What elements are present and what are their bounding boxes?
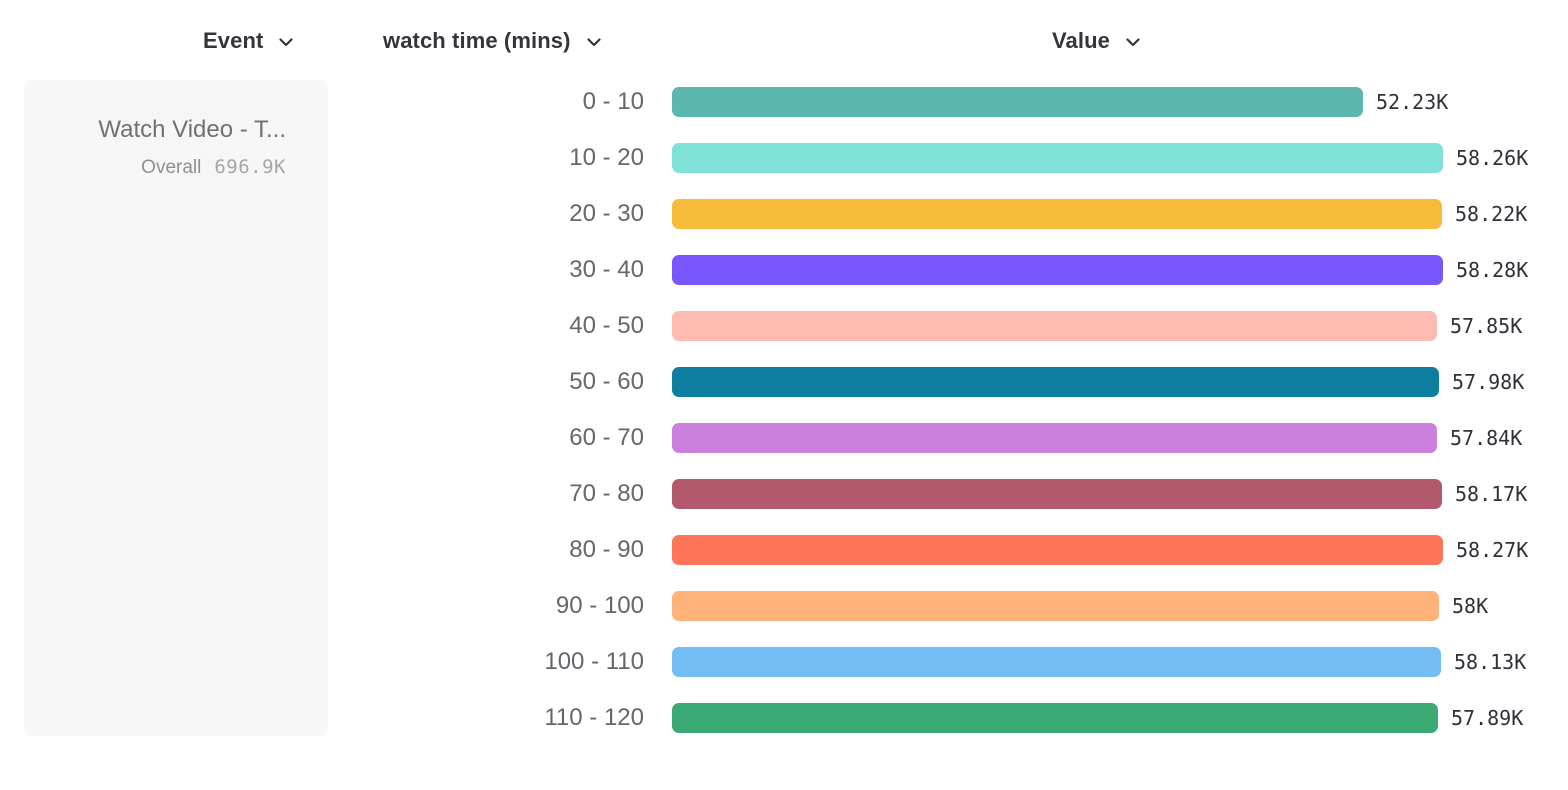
chart-row: 40 - 50 57.85K <box>0 298 1568 354</box>
bar[interactable] <box>672 87 1363 117</box>
bar[interactable] <box>672 703 1438 733</box>
value-label: 58.13K <box>1454 650 1527 674</box>
category-label: 0 - 10 <box>582 88 644 115</box>
overall-label: Overall <box>141 157 202 178</box>
value-label: 58.28K <box>1456 258 1529 282</box>
chart-row: 60 - 70 57.84K <box>0 410 1568 466</box>
bar[interactable] <box>672 143 1443 173</box>
chart-row: 100 - 110 58.13K <box>0 634 1568 690</box>
bar[interactable] <box>672 311 1437 341</box>
value-label: 57.98K <box>1452 370 1525 394</box>
chart-row: 0 - 10 52.23K <box>0 74 1568 130</box>
category-label: 60 - 70 <box>569 424 644 451</box>
bar[interactable] <box>672 367 1439 397</box>
value-label: 58.22K <box>1455 202 1528 226</box>
bar[interactable] <box>672 479 1442 509</box>
bar[interactable] <box>672 423 1437 453</box>
value-label: 57.85K <box>1450 314 1523 338</box>
chart-row: 110 - 120 57.89K <box>0 690 1568 746</box>
value-label: 58.27K <box>1456 538 1529 562</box>
chart-row: 50 - 60 57.98K <box>0 354 1568 410</box>
overall-value: 696.9K <box>214 156 286 178</box>
breakdown-column-dropdown[interactable]: watch time (mins) <box>383 28 601 54</box>
bar[interactable] <box>672 647 1441 677</box>
category-label: 100 - 110 <box>544 648 644 675</box>
event-overall-row: Overall 696.9K <box>24 156 286 179</box>
event-title: Watch Video - T... <box>98 116 286 143</box>
breakdown-column-label: watch time (mins) <box>383 28 571 53</box>
value-label: 58.17K <box>1455 482 1528 506</box>
value-label: 58.26K <box>1456 146 1529 170</box>
chart-row: 30 - 40 58.28K <box>0 242 1568 298</box>
bar[interactable] <box>672 535 1443 565</box>
bar[interactable] <box>672 199 1442 229</box>
chart-rows: 0 - 10 52.23K 10 - 20 58.26K 20 - 30 58.… <box>0 74 1568 746</box>
chevron-down-icon <box>1126 38 1140 47</box>
category-label: 30 - 40 <box>569 256 644 283</box>
value-column-label: Value <box>1052 28 1110 53</box>
value-label: 57.89K <box>1451 706 1524 730</box>
category-label: 90 - 100 <box>555 592 644 619</box>
bar[interactable] <box>672 255 1443 285</box>
category-label: 10 - 20 <box>569 144 644 171</box>
category-label: 110 - 120 <box>544 704 644 731</box>
chart-row: 70 - 80 58.17K <box>0 466 1568 522</box>
category-label: 50 - 60 <box>569 368 644 395</box>
event-column-dropdown[interactable]: Event <box>203 28 294 54</box>
category-label: 20 - 30 <box>569 200 644 227</box>
value-label: 52.23K <box>1376 90 1449 114</box>
bar[interactable] <box>672 591 1439 621</box>
value-label: 58K <box>1452 594 1489 618</box>
chart-row: 90 - 100 58K <box>0 578 1568 634</box>
category-label: 70 - 80 <box>569 480 644 507</box>
category-label: 80 - 90 <box>569 536 644 563</box>
chart-row: 20 - 30 58.22K <box>0 186 1568 242</box>
event-card[interactable]: Watch Video - T... Overall 696.9K <box>24 80 328 736</box>
chevron-down-icon <box>586 38 601 47</box>
value-column-dropdown[interactable]: Value <box>1052 28 1140 54</box>
chevron-down-icon <box>279 38 294 47</box>
value-label: 57.84K <box>1450 426 1523 450</box>
chart-row: 80 - 90 58.27K <box>0 522 1568 578</box>
chart-row: 10 - 20 58.26K <box>0 130 1568 186</box>
category-label: 40 - 50 <box>569 312 644 339</box>
event-column-label: Event <box>203 28 264 53</box>
